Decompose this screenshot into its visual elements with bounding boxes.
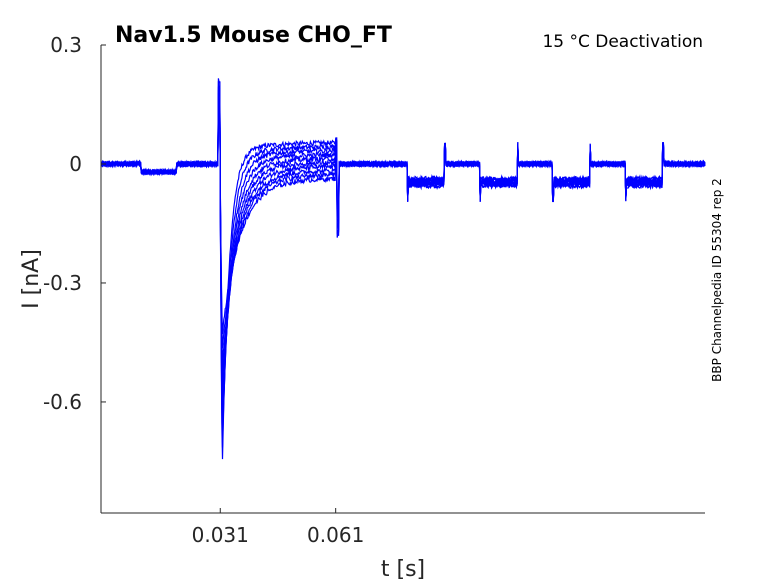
current-trace [100, 86, 706, 419]
current-traces [100, 78, 706, 460]
current-trace [100, 92, 706, 407]
current-trace [100, 104, 706, 349]
y-tick-label: -0.6 [43, 390, 82, 414]
current-trace [100, 85, 706, 434]
y-tick-label: 0.3 [50, 33, 82, 57]
current-trace [100, 97, 706, 389]
chart-title: Nav1.5 Mouse CHO_FT [115, 23, 392, 48]
y-axis-label: I [nA] [19, 249, 44, 309]
current-trace [100, 98, 706, 376]
x-axis-ticks: 0.031 0.061 [192, 508, 364, 547]
y-tick-label: -0.3 [43, 271, 82, 295]
current-trace [100, 81, 706, 448]
y-tick-label: 0 [69, 152, 82, 176]
chart-subtitle: 15 °C Deactivation [542, 32, 703, 52]
x-tick-label: 0.061 [307, 523, 364, 547]
x-tick-label: 0.031 [192, 523, 249, 547]
current-trace [100, 107, 706, 335]
source-note: BBP Channelpedia ID 55304 rep 2 [710, 178, 724, 382]
y-axis-ticks: 0.3 0 -0.3 -0.6 [43, 33, 106, 414]
current-trace [100, 78, 706, 460]
x-axis-label: t [s] [381, 557, 425, 582]
current-trace [100, 102, 706, 364]
